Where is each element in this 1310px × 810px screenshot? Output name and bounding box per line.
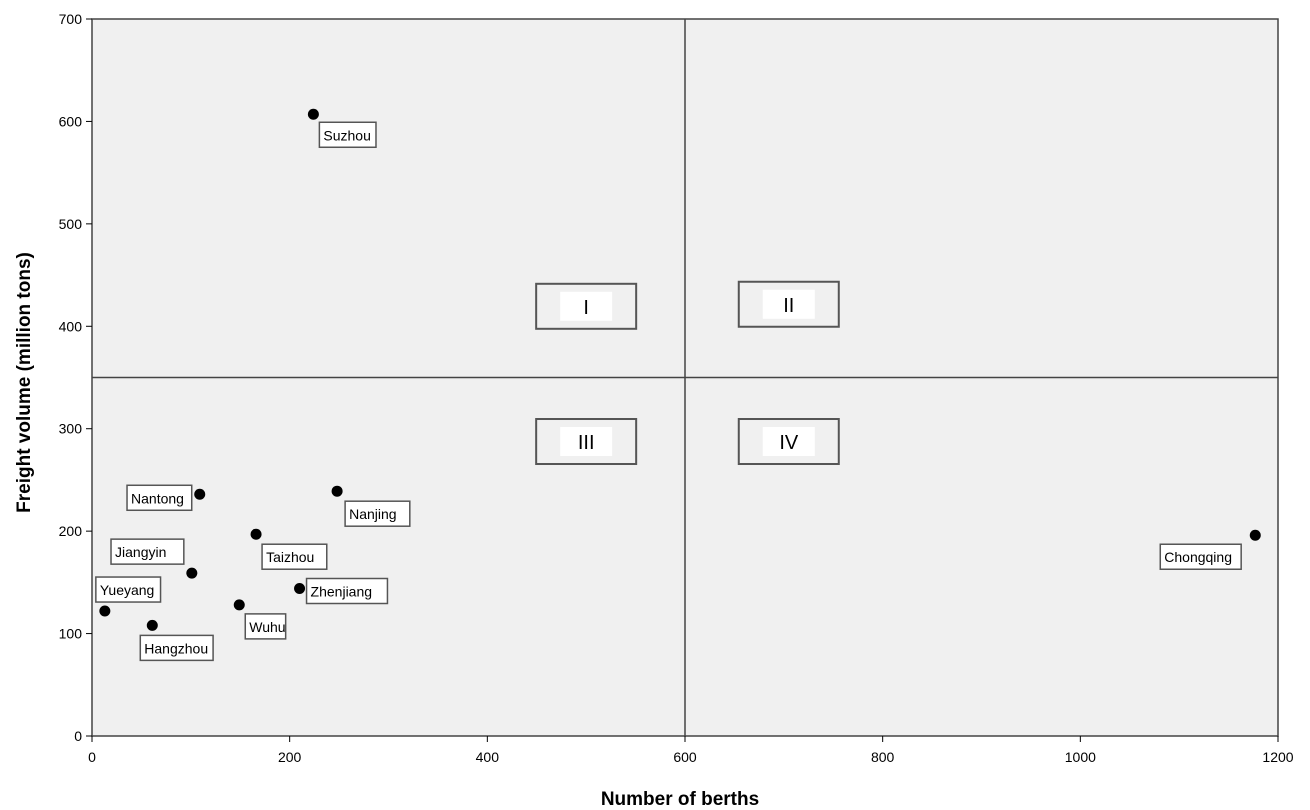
data-point-jiangyin: Jiangyin [110,538,198,579]
point-label-box [1159,543,1242,570]
quadrant-label-text: IV [779,432,799,454]
y-tick-label: 400 [59,318,83,334]
point-marker [186,567,198,579]
x-axis-title: Number of berths [601,789,759,810]
y-tick-label: 200 [59,523,83,539]
x-tick-label: 1200 [1262,749,1293,765]
quadrant-label-iv: IV [737,418,840,466]
point-marker [294,583,306,595]
quadrant-label-text: III [578,432,595,454]
data-point-nantong: Nantong [126,484,206,512]
point-marker [1249,529,1261,541]
point-label: Zhenjiang [311,584,373,600]
y-tick-label: 500 [59,216,83,232]
data-point-chongqing: Chongqing [1159,529,1261,570]
quadrant-label-box [737,280,840,328]
quadrant-label-box [737,418,840,466]
point-label: Chongqing [1164,549,1232,565]
x-tick-label: 400 [476,749,500,765]
point-marker [250,528,262,540]
point-label-box [318,121,377,149]
point-label: Jiangyin [115,544,166,560]
y-tick-label: 300 [59,421,83,437]
x-tick-label: 1000 [1065,749,1096,765]
y-tick-label: 100 [59,626,83,642]
x-tick-label: 200 [278,749,302,765]
quadrant-label-text: I [583,297,589,319]
point-marker [331,485,343,497]
point-label-box [261,543,328,570]
point-label: Wuhu [249,619,285,635]
point-label-box [126,484,193,512]
y-tick-label: 600 [59,113,83,129]
point-label: Hangzhou [144,640,208,656]
point-label-box [244,613,287,640]
quadrant-label-box [535,282,638,330]
point-marker [194,488,206,500]
quadrant-label-bg [762,427,815,457]
data-point-yueyang: Yueyang [95,576,162,617]
quadrant-label-bg [560,427,613,457]
quadrant-label-bg [762,289,815,319]
point-marker [99,605,111,617]
point-label: Nantong [131,490,184,506]
data-point-zhenjiang: Zhenjiang [294,577,389,605]
data-point-suzhou: Suzhou [307,108,377,149]
quadrant-label-ii: II [737,280,840,328]
point-label-box [95,576,162,603]
point-label: Taizhou [266,549,314,565]
data-point-nanjing: Nanjing [331,485,411,527]
x-tick-label: 600 [673,749,697,765]
point-label-box [344,500,411,527]
point-label-box [110,538,185,565]
quadrant-label-text: II [783,295,794,317]
point-label-box [305,577,389,605]
x-tick-label: 0 [88,749,96,765]
x-tick-label: 800 [871,749,895,765]
y-tick-label: 700 [59,11,83,27]
quadrant-label-bg [560,291,613,321]
point-label-box [139,634,214,662]
point-label: Suzhou [323,127,370,143]
point-label: Nanjing [349,506,396,522]
point-marker [307,108,319,120]
quadrant-label-i: I [535,282,638,330]
point-marker [233,599,245,611]
quadrant-label-iii: III [535,418,638,466]
data-point-hangzhou: Hangzhou [139,619,214,662]
data-point-wuhu: Wuhu [233,599,287,640]
data-point-taizhou: Taizhou [250,528,328,570]
quadrant-label-box [535,418,638,466]
y-axis-title: Freight volume (million tons) [14,252,35,513]
point-marker [146,619,158,631]
point-label: Yueyang [100,582,154,598]
y-tick-label: 0 [74,728,82,744]
